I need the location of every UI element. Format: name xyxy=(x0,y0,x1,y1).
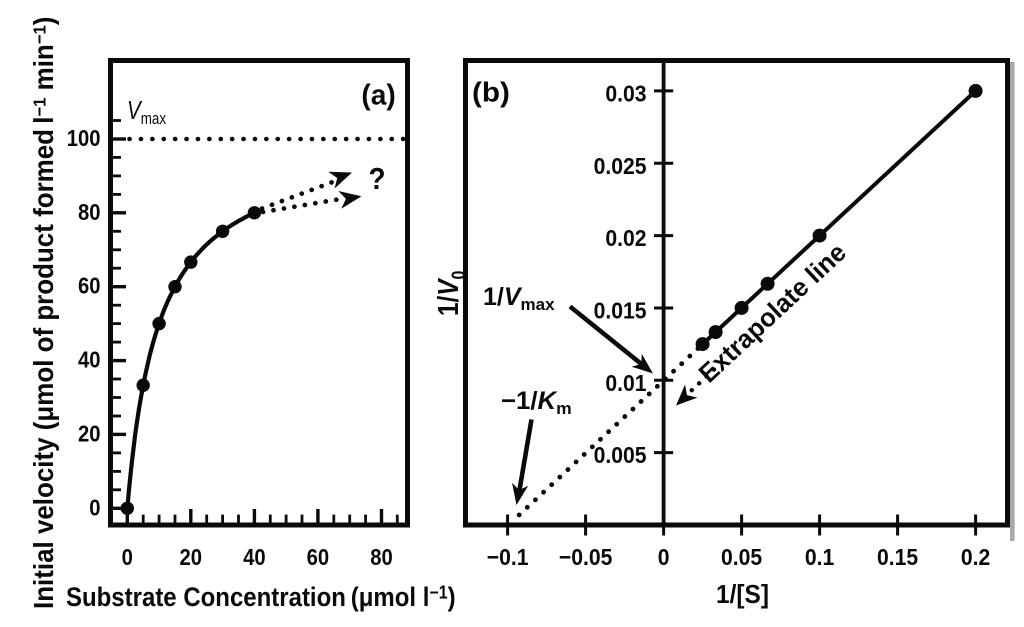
svg-text:60: 60 xyxy=(78,272,101,299)
svg-text:−0.1: −0.1 xyxy=(487,544,529,570)
svg-text:80: 80 xyxy=(370,544,393,571)
svg-text:20: 20 xyxy=(180,544,203,571)
svg-text:40: 40 xyxy=(243,544,266,571)
svg-text:?: ? xyxy=(368,162,385,197)
svg-text:0.1: 0.1 xyxy=(805,544,834,570)
svg-text:20: 20 xyxy=(78,420,101,447)
svg-text:0.03: 0.03 xyxy=(605,81,646,107)
svg-text:0.02: 0.02 xyxy=(605,225,646,251)
svg-text:0.025: 0.025 xyxy=(594,153,647,179)
svg-text:0.005: 0.005 xyxy=(594,442,647,468)
svg-text:1/[S]: 1/[S] xyxy=(716,580,769,609)
svg-text:1/Vmax: 1/Vmax xyxy=(483,283,555,314)
svg-text:0.015: 0.015 xyxy=(594,298,647,324)
svg-text:0: 0 xyxy=(122,544,133,571)
svg-text:100: 100 xyxy=(67,125,101,152)
svg-text:(b): (b) xyxy=(472,77,510,108)
svg-text:0.05: 0.05 xyxy=(721,544,762,570)
svg-text:0.15: 0.15 xyxy=(877,544,918,570)
svg-text:0.2: 0.2 xyxy=(961,544,990,570)
svg-text:−0.05: −0.05 xyxy=(559,544,613,570)
svg-text:0.01: 0.01 xyxy=(605,370,646,396)
svg-text:Vmax: Vmax xyxy=(127,96,166,129)
svg-text:0: 0 xyxy=(658,544,670,570)
svg-text:(a): (a) xyxy=(361,79,395,111)
svg-text:0: 0 xyxy=(89,494,100,521)
svg-text:80: 80 xyxy=(78,199,101,226)
svg-text:60: 60 xyxy=(307,544,330,571)
svg-text:Substrate Concentration (μmol: Substrate Concentration (μmol l−1​) xyxy=(66,583,456,613)
svg-text:40: 40 xyxy=(78,346,101,373)
